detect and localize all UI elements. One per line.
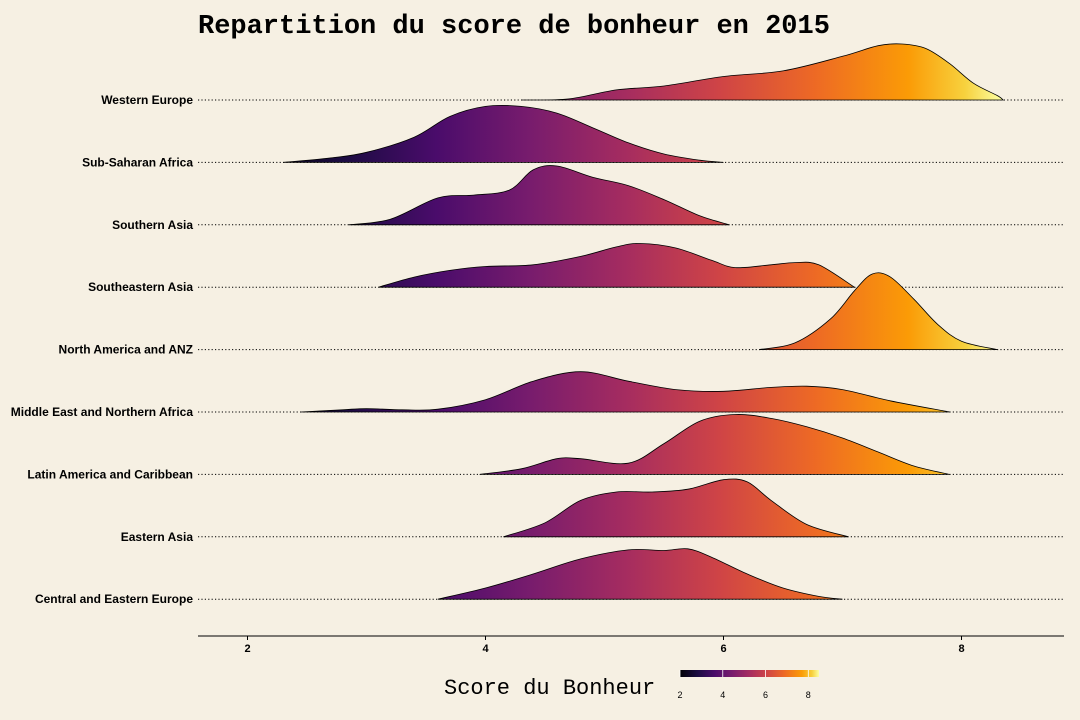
legend-title: Score du Bonheur — [444, 676, 655, 701]
y-label-southeastern-asia: Southeastern Asia — [88, 280, 193, 294]
ridge-southern-asia — [348, 165, 730, 226]
y-label-western-europe: Western Europe — [101, 93, 193, 107]
ridge-middle-east-and-northern-africa — [301, 371, 950, 413]
y-label-north-america-and-anz: North America and ANZ — [59, 343, 193, 357]
ridge-western-europe — [521, 43, 1005, 101]
y-label-sub-saharan-africa: Sub-Saharan Africa — [82, 155, 193, 169]
x-tick-label-6: 6 — [720, 643, 726, 655]
ridge-central-and-eastern-europe — [437, 548, 843, 600]
legend-tick-label-6: 6 — [763, 690, 768, 700]
y-label-central-and-eastern-europe: Central and Eastern Europe — [35, 592, 193, 606]
legend: Score du Bonheur 2 4 6 8 — [444, 670, 819, 701]
ridge-north-america-and-anz — [759, 272, 998, 350]
x-axis-ticks: 2 4 6 8 — [244, 636, 965, 655]
y-label-middle-east-and-northern-africa: Middle East and Northern Africa — [11, 405, 194, 419]
y-axis-labels: Western Europe Sub-Saharan Africa Southern… — [11, 93, 194, 606]
legend-tick-label-4: 4 — [720, 690, 725, 700]
ridge-eastern-asia — [503, 478, 849, 538]
legend-tick-label-8: 8 — [806, 690, 811, 700]
x-tick-label-4: 4 — [482, 643, 489, 655]
y-label-eastern-asia: Eastern Asia — [121, 530, 194, 544]
ridges — [283, 43, 1005, 600]
y-label-latin-america-and-caribbean: Latin America and Caribbean — [27, 467, 193, 481]
legend-tick-label-2: 2 — [677, 690, 682, 700]
ridge-latin-america-and-caribbean — [479, 414, 950, 475]
legend-colorbar — [680, 670, 819, 677]
y-label-southern-asia: Southern Asia — [112, 218, 193, 232]
chart-title: Repartition du score de bonheur en 2015 — [198, 12, 830, 42]
ridge-sub-saharan-africa — [283, 104, 724, 163]
legend-ticks: 2 4 6 8 — [677, 670, 811, 700]
ridge-southeastern-asia — [378, 243, 856, 288]
x-tick-label-8: 8 — [958, 643, 964, 655]
x-tick-label-2: 2 — [244, 643, 250, 655]
